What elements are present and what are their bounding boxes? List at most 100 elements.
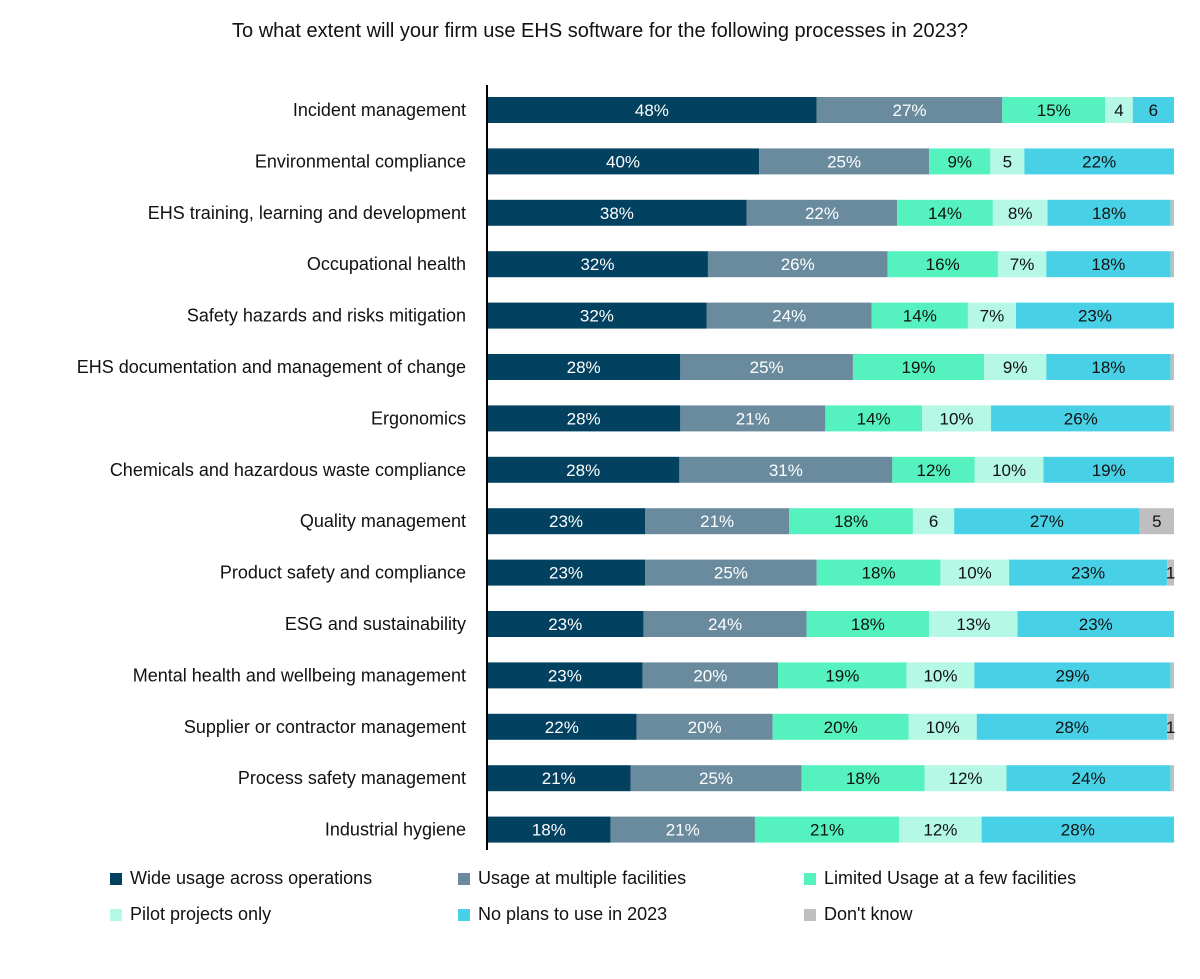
data-label: 21% [542,769,576,788]
bar-segment [746,199,898,226]
bar-segment [1024,148,1174,175]
bar-segment [706,302,872,329]
data-label: 38% [600,204,634,223]
bar-segment [1170,251,1174,278]
bar-segment [990,148,1025,175]
bar-segment [487,559,646,586]
data-label: 27% [1030,512,1064,531]
bar-segment [487,662,643,689]
legend-item: Usage at multiple facilities [458,868,686,889]
bar-segment [892,456,975,483]
bar-segment [1002,97,1106,123]
bar-segment [1046,251,1171,278]
data-label: 23% [548,666,582,685]
legend-swatch [110,872,122,885]
bar-segment [487,251,708,278]
category-label: Occupational health [307,254,466,274]
data-label: 32% [580,255,614,274]
bar-segment [680,405,826,432]
legend-item: No plans to use in 2023 [458,904,667,925]
data-label: 28% [1061,821,1095,840]
data-label: 18% [846,769,880,788]
bar-segment [816,97,1003,123]
bar-segment [899,816,982,843]
data-label: 23% [549,564,583,583]
bar-segment [487,97,817,123]
data-label: 48% [635,101,669,120]
legend-swatch [804,908,816,921]
bar-segment [1006,765,1171,792]
data-label: 14% [857,409,891,428]
bar-segment [1170,199,1174,226]
bar-segment [487,302,707,329]
data-label: 20% [688,718,722,737]
category-label: Supplier or contractor management [184,717,466,737]
bar-segment [772,713,909,740]
legend-item: Pilot projects only [110,904,271,925]
bar-segment [1170,405,1174,432]
bar-segment [1170,354,1174,380]
bar-segment [806,611,930,637]
data-label: 14% [928,204,962,223]
bar-segment [487,354,681,380]
bar-segment [929,148,991,175]
data-label: 1 [1166,718,1175,737]
bar-segment [974,456,1044,483]
bar-segment [954,508,1140,535]
data-label: 32% [580,307,614,326]
category-label: Mental health and wellbeing management [133,665,466,685]
bar-segment [976,713,1168,740]
bar-segment [897,199,993,226]
bar-segment [610,816,755,843]
data-label: 18% [1091,255,1125,274]
bar-segment [487,713,637,740]
category-label: Chemicals and hazardous waste compliance [110,460,466,480]
bar-segment [707,251,888,278]
bar-segment [487,148,760,175]
data-label: 21% [700,512,734,531]
legend-label: Wide usage across operations [130,868,373,888]
data-label: 6 [1149,101,1158,120]
bar-segment [789,508,913,535]
bar-segment [924,765,1007,792]
data-label: 5 [1003,152,1012,171]
data-label: 10% [923,666,957,685]
data-label: 25% [827,152,861,171]
category-label: EHS training, learning and development [148,203,466,223]
bar-segment [1043,456,1174,483]
category-label: Safety hazards and risks mitigation [187,306,466,326]
data-label: 23% [548,615,582,634]
bar-segment [759,148,930,175]
data-label: 9% [1003,358,1028,377]
data-label: 10% [926,718,960,737]
bar-segment [1047,199,1171,226]
category-label: Incident management [293,100,466,120]
data-label: 24% [708,615,742,634]
bar-segment [487,508,646,535]
data-label: 23% [1079,615,1113,634]
bar-segment [871,302,968,329]
bar-segment [754,816,900,843]
data-label: 19% [1092,461,1126,480]
data-label: 28% [567,358,601,377]
data-label: 22% [545,718,579,737]
bar-segment [1170,765,1174,792]
legend-swatch [458,908,470,921]
data-label: 8% [1008,204,1033,223]
bar-segment [912,508,955,535]
category-label: EHS documentation and management of chan… [77,357,466,377]
bar-segment [636,713,773,740]
bar-segment [680,354,853,380]
data-label: 24% [1072,769,1106,788]
data-label: 31% [769,461,803,480]
data-label: 10% [958,564,992,583]
bar-segment [991,405,1171,432]
data-label: 18% [1091,358,1125,377]
category-label: Industrial hygiene [325,820,466,840]
data-label: 7% [980,307,1005,326]
category-label: ESG and sustainability [285,614,466,634]
data-label: 29% [1055,666,1089,685]
category-label: Product safety and compliance [220,563,466,583]
data-label: 4 [1114,101,1123,120]
